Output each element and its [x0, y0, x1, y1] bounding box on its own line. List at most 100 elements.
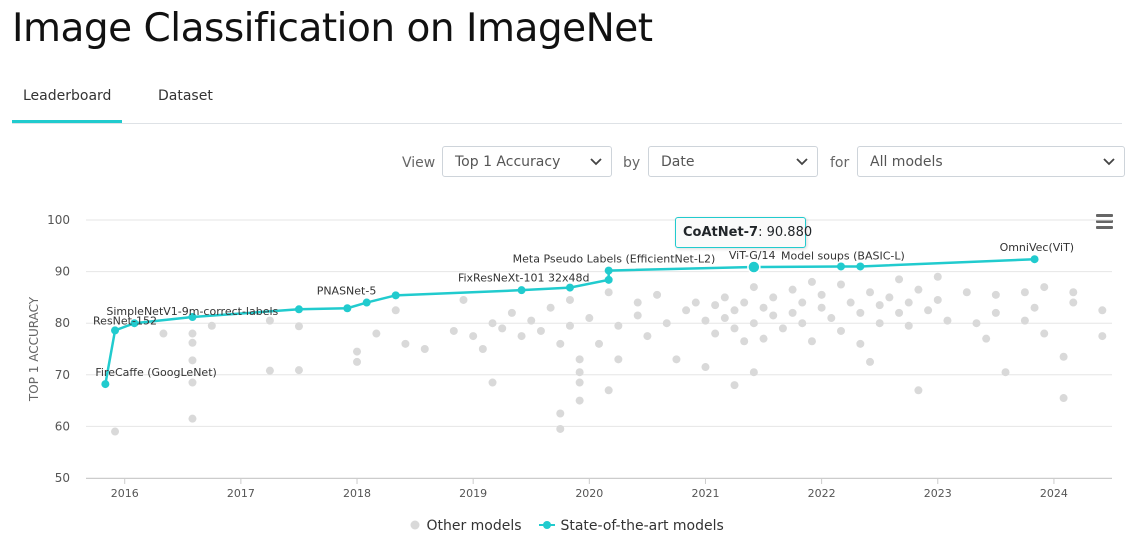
sota-point-label: FireCaffe (GoogLeNet) [95, 366, 216, 379]
other-model-point [817, 303, 826, 312]
view-select-value: Top 1 Accuracy [455, 154, 561, 170]
legend-other-models[interactable]: Other models [408, 518, 522, 534]
x-tick-label: 2023 [924, 487, 952, 500]
other-model-point [556, 409, 565, 418]
other-model-point [391, 306, 400, 315]
other-model-point [1040, 283, 1049, 292]
tooltip-model: CoAtNet-7 [683, 225, 759, 240]
other-model-point [972, 319, 981, 328]
sota-point [565, 283, 574, 292]
other-model-point [1069, 298, 1078, 307]
y-tick-label: 90 [55, 265, 70, 279]
other-model-point [769, 311, 778, 320]
sota-point-label: SimpleNetV1-9m-correct-labels [106, 305, 278, 318]
x-tick-label: 2021 [691, 487, 719, 500]
x-tick-label: 2017 [227, 487, 255, 500]
other-model-point [459, 295, 468, 304]
other-model-point [730, 381, 739, 390]
chart: 50 60 70 80 90 100 2016 2017 2018 2019 2020 2021 202… [27, 213, 1112, 500]
hamburger-menu-icon[interactable] [1096, 214, 1115, 229]
other-model-point [759, 303, 768, 312]
other-model-point [1069, 288, 1078, 297]
chevron-down-icon [1103, 158, 1115, 166]
other-model-point [1020, 316, 1029, 325]
other-model-point [991, 290, 1000, 299]
for-select[interactable]: All models [857, 146, 1125, 177]
other-model-point [207, 321, 216, 330]
other-model-point [1020, 288, 1029, 297]
sota-point [391, 291, 400, 300]
y-axis-label: TOP 1 ACCURACY [27, 296, 41, 402]
chevron-down-icon [796, 158, 808, 166]
other-model-point [759, 334, 768, 343]
other-model-point [856, 339, 865, 348]
sota-point-label: Model soups (BASIC-L) [781, 249, 905, 262]
by-select[interactable]: Date [648, 146, 818, 177]
sota-point [130, 319, 139, 328]
sota-point [343, 304, 352, 313]
other-model-point [1001, 368, 1010, 377]
other-model-point [614, 355, 623, 364]
other-model-point [1040, 329, 1049, 338]
other-model-point [488, 319, 497, 328]
other-model-point [895, 275, 904, 284]
y-tick-label: 100 [47, 213, 70, 227]
tab-leaderboard[interactable]: Leaderboard [23, 88, 112, 104]
other-model-point [188, 338, 197, 347]
other-model-point [527, 316, 536, 325]
tab-dataset[interactable]: Dataset [158, 88, 213, 104]
other-model-point [420, 345, 429, 353]
other-model-point [875, 301, 884, 310]
other-model-point [265, 366, 274, 375]
other-model-point [856, 308, 865, 317]
sota-point-label: PNASNet-5 [317, 285, 377, 298]
other-model-point [836, 326, 845, 335]
other-model-point [866, 288, 875, 297]
other-model-point [575, 378, 584, 387]
other-model-point [778, 324, 787, 333]
other-model-point [943, 316, 952, 325]
other-model-point [740, 298, 749, 307]
other-model-point [546, 303, 555, 312]
sota-point [517, 286, 526, 295]
y-tick-label: 80 [55, 316, 70, 330]
other-model-point [604, 386, 613, 395]
y-tick-label: 60 [55, 419, 70, 433]
other-model-point [991, 308, 1000, 317]
other-model-point [507, 308, 516, 317]
other-model-point [469, 332, 478, 341]
legend-sota-models[interactable]: State-of-the-art models [538, 518, 724, 534]
other-model-point [807, 277, 816, 286]
other-model-point [720, 293, 729, 302]
other-model-point [517, 332, 526, 341]
sota-point [362, 298, 371, 307]
other-model-point [691, 298, 700, 307]
other-model-point [749, 368, 758, 377]
other-model-point [807, 337, 816, 346]
sota-point-label: FixResNeXt-101 32x48d [458, 272, 590, 285]
other-model-point [720, 314, 729, 323]
x-tick-label: 2022 [808, 487, 836, 500]
other-model-point [188, 356, 197, 365]
view-label: View [402, 155, 436, 171]
other-model-point [1030, 303, 1039, 312]
other-model-point [188, 329, 197, 338]
sota-point [747, 260, 761, 274]
other-model-point [711, 329, 720, 338]
other-model-point [866, 357, 875, 366]
other-model-point [488, 378, 497, 387]
other-model-point [962, 288, 971, 297]
sota-point [111, 326, 120, 335]
other-model-point [585, 314, 594, 323]
other-model-point [294, 322, 303, 331]
legend-other-label: Other models [426, 518, 522, 534]
legend-dot-icon [410, 520, 420, 530]
other-model-point [595, 339, 603, 348]
other-model-point [1059, 394, 1068, 403]
chart-tooltip: CoAtNet-7: 90.880 [675, 217, 812, 248]
active-tab-indicator [12, 120, 122, 123]
other-model-point [1098, 306, 1107, 315]
other-model-point [798, 298, 807, 307]
sota-point-label: ViT-G/14 [729, 249, 776, 262]
view-select[interactable]: Top 1 Accuracy [442, 146, 612, 177]
